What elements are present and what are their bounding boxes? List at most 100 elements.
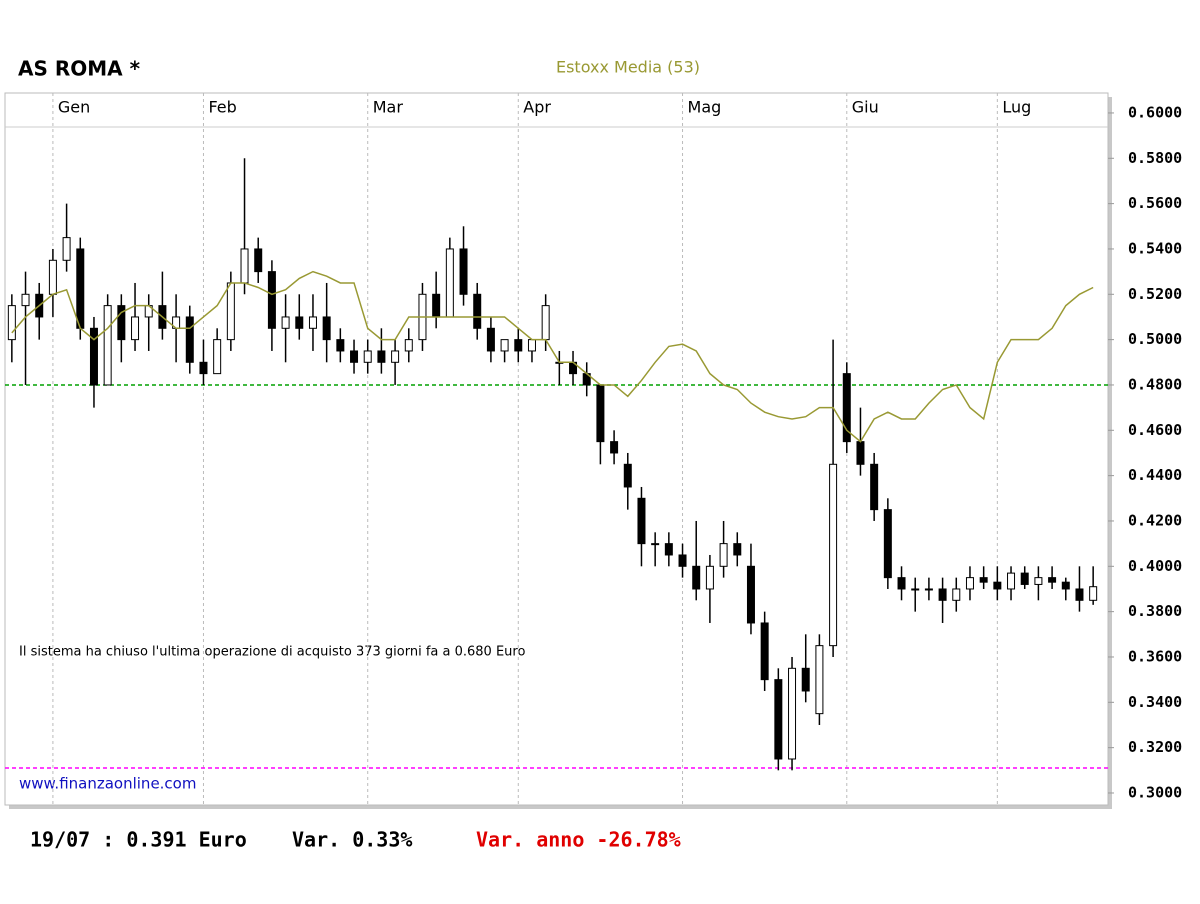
footer-var-year: Var. anno -26.78% xyxy=(476,828,681,852)
chart-title: AS ROMA * xyxy=(18,57,141,81)
candle-body xyxy=(1075,588,1084,601)
candle-body xyxy=(979,577,988,583)
candle-body xyxy=(719,543,728,567)
candle-body xyxy=(103,305,112,386)
y-tick-label: 0.3800 xyxy=(1128,602,1182,620)
candle-body xyxy=(391,350,400,363)
candle-body xyxy=(267,271,276,329)
candle-body xyxy=(897,577,906,590)
candle-body xyxy=(350,350,359,363)
candle-body xyxy=(527,339,536,352)
candle-body xyxy=(1020,572,1029,585)
candle-body xyxy=(486,327,495,352)
candle-body xyxy=(363,350,372,363)
candle-body xyxy=(883,509,892,579)
series-line xyxy=(11,270,1094,443)
x-tick-label: Mar xyxy=(373,98,404,117)
legend-label: Estoxx Media (53) xyxy=(556,58,700,77)
candle-body xyxy=(637,497,646,545)
plot-area xyxy=(4,92,1109,806)
x-tick-label: Lug xyxy=(1002,98,1031,117)
annotation: Il sistema ha chiuso l'ultima operazione… xyxy=(19,645,525,660)
candle-body xyxy=(760,622,769,681)
candle-body xyxy=(322,316,331,341)
footer-price: 19/07 : 0.391 Euro xyxy=(30,828,247,852)
x-tick-label: Apr xyxy=(523,98,551,117)
y-tick-label: 0.5400 xyxy=(1128,239,1182,257)
candle-body xyxy=(938,588,947,601)
candle-body xyxy=(185,316,194,363)
candle-body xyxy=(856,441,865,465)
candle-body xyxy=(336,339,345,352)
y-tick-label: 0.4400 xyxy=(1128,466,1182,484)
candle-body xyxy=(377,350,386,363)
candle-body xyxy=(62,237,71,261)
candle-body xyxy=(226,282,235,341)
candle-body xyxy=(254,248,263,273)
candle-body xyxy=(623,463,632,488)
y-tick-label: 0.4200 xyxy=(1128,511,1182,529)
candle-body xyxy=(924,588,933,591)
candle-body xyxy=(692,565,701,590)
candle-body xyxy=(801,667,810,692)
candle-body xyxy=(1007,572,1016,590)
candle-body xyxy=(500,339,509,352)
candle-body xyxy=(842,373,851,443)
y-tick-label: 0.3400 xyxy=(1128,693,1182,711)
candle-body xyxy=(596,384,605,443)
candle-body xyxy=(952,588,961,601)
candle-body xyxy=(308,316,317,329)
y-tick-label: 0.6000 xyxy=(1128,103,1182,121)
candle-body xyxy=(473,293,482,329)
source: www.finanzaonline.com xyxy=(19,775,196,793)
candle-body xyxy=(514,339,523,352)
candle-body xyxy=(1048,577,1057,583)
candle-body xyxy=(459,248,468,295)
y-tick-label: 0.5800 xyxy=(1128,149,1182,167)
candle-body xyxy=(541,305,550,341)
candle-body xyxy=(1034,577,1043,585)
candle-body xyxy=(131,316,140,341)
candle-body xyxy=(829,463,838,647)
candle-body xyxy=(7,305,16,341)
y-tick-label: 0.5600 xyxy=(1128,194,1182,212)
candle-body xyxy=(651,543,660,546)
footer-var: Var. 0.33% xyxy=(292,828,412,852)
y-tick-label: 0.3200 xyxy=(1128,738,1182,756)
candle-body xyxy=(21,293,30,307)
y-tick-label: 0.4000 xyxy=(1128,557,1182,575)
candle-body xyxy=(678,554,687,567)
x-tick-label: Giu xyxy=(852,98,879,117)
y-tick-label: 0.3600 xyxy=(1128,647,1182,665)
candle-body xyxy=(965,577,974,590)
candle-body xyxy=(1061,581,1070,590)
x-tick-label: Mag xyxy=(688,98,722,117)
candle-body xyxy=(1089,586,1098,601)
candle-body xyxy=(199,361,208,375)
candle-body xyxy=(432,293,441,318)
candle-body xyxy=(281,316,290,329)
x-tick-label: Gen xyxy=(58,98,90,117)
candle-body xyxy=(213,339,222,375)
candle-body xyxy=(240,248,249,284)
candle-body xyxy=(788,667,797,760)
y-tick-label: 0.3000 xyxy=(1128,783,1182,801)
candle-body xyxy=(746,565,755,624)
candle-body xyxy=(295,316,304,329)
candle-body xyxy=(445,248,454,318)
candle-body xyxy=(993,581,1002,590)
y-tick-label: 0.4600 xyxy=(1128,421,1182,439)
candle-body xyxy=(774,679,783,760)
candle-body xyxy=(705,565,714,590)
candle-body xyxy=(76,248,85,329)
candle-body xyxy=(733,543,742,556)
candle-body xyxy=(89,327,98,386)
y-tick-label: 0.5200 xyxy=(1128,285,1182,303)
x-tick-label: Feb xyxy=(208,98,236,117)
candle-body xyxy=(610,441,619,454)
candle-body xyxy=(870,463,879,511)
candle-body xyxy=(404,339,413,352)
candle-body xyxy=(664,543,673,556)
